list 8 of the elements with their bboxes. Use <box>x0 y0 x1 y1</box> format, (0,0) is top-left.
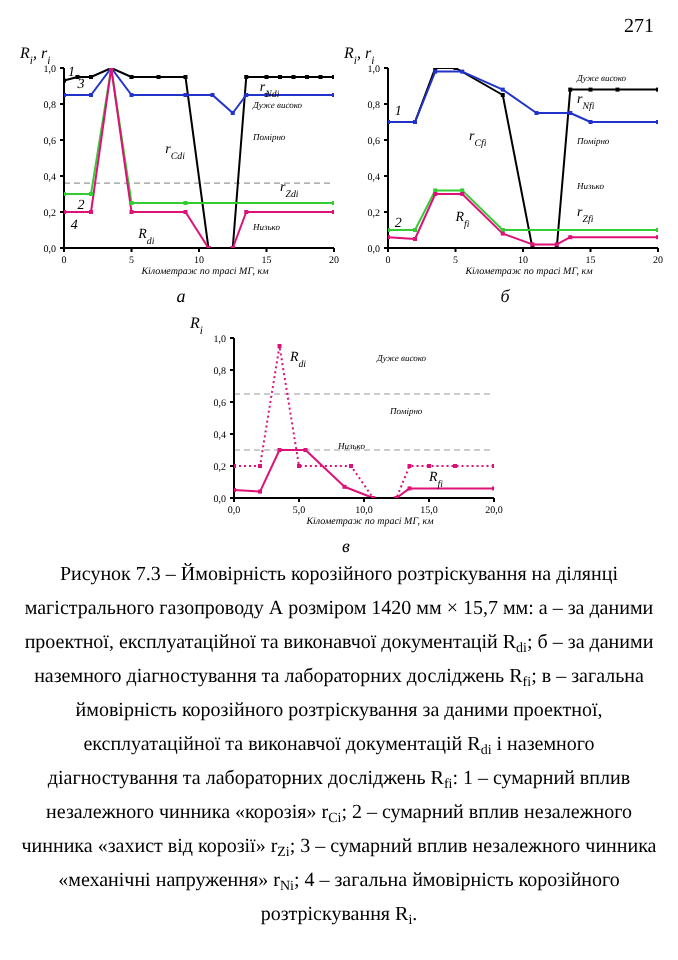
y-axis-title: R$_{i}$ <box>188 314 204 338</box>
text: а <box>174 286 188 306</box>
text: б <box>498 286 512 306</box>
text: в <box>340 536 352 556</box>
y-axis-title: R$_{i}$, r$_{i}$ <box>18 44 52 68</box>
y-axis-title: R$_{i}$, r$_{i}$ <box>342 44 376 68</box>
text: 271 <box>624 16 654 38</box>
text: Рисунок 7.3 – Ймовірність корозійного розтріскування на ділянці магістрального газопроводу А розміром 1420 мм × 15,7 мм: а – за даними проектної, експлуатаційної та виконавчої документацій R$_{di}$; б – за даними наземного діагностування та лабораторних досліджень R$_{fi}$; в – загальна ймовірність корозійного розтріскування за даними проектної, експлуатаційної та виконавчої документацій R$_{di}$ і наземного діагностування та лабораторних досліджень R$_{fi}$: 1 – сумарний вплив незалежного чинника «корозія» r$_{Ci}$; 2 – сумарний вплив незалежного чинника «захист від корозії» r$_{Zi}$; 3 – сумарний вплив незалежного чинника «механічні напруження» r$_{Ni}$; 4 – загальна ймовірність корозійного розтріскування R$_{i}$. <box>21 564 657 928</box>
